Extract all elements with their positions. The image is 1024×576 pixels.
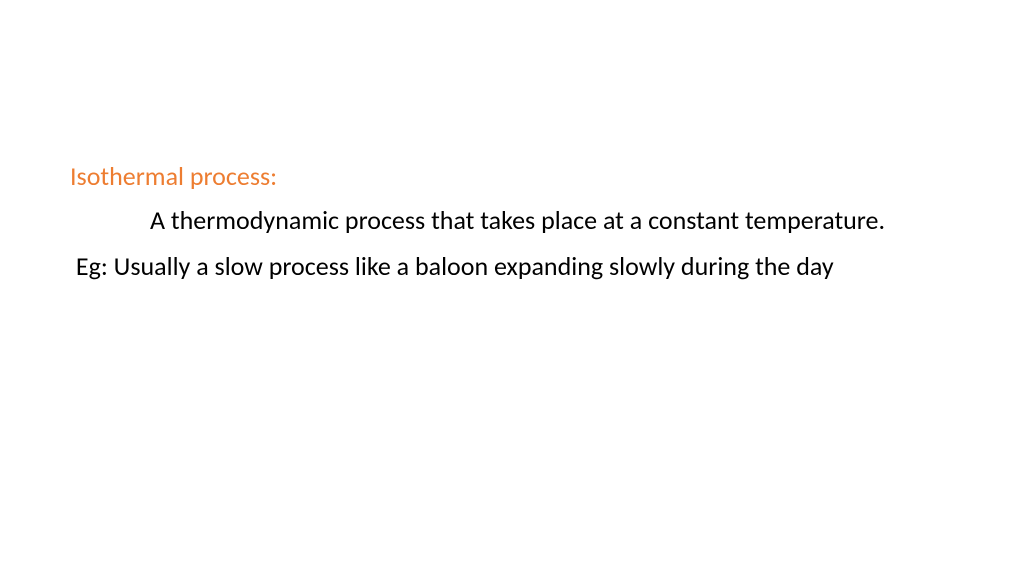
- slide-body-line-2: Eg: Usually a slow process like a baloon…: [70, 250, 954, 284]
- body-text-1: A thermodynamic process that takes place…: [150, 204, 885, 236]
- slide-heading: Isothermal process:: [70, 160, 954, 192]
- slide-body-line-1: A thermodynamic process that takes place…: [70, 204, 954, 238]
- body-text-2: Eg: Usually a slow process like a baloon…: [76, 250, 834, 282]
